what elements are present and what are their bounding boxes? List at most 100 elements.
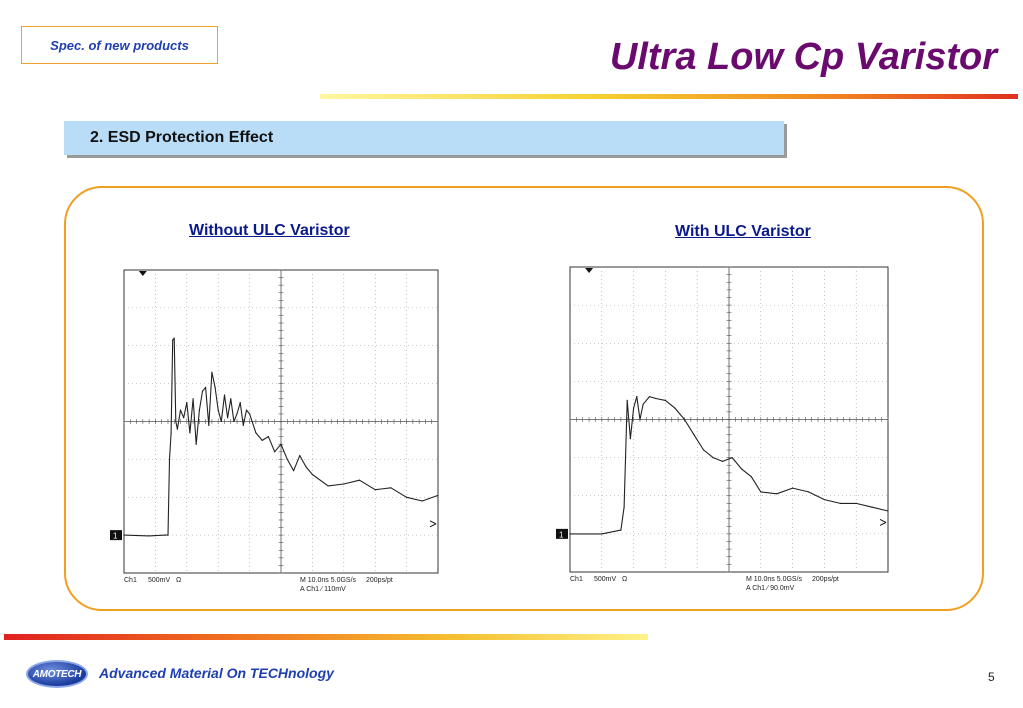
waveform-point <box>741 468 743 470</box>
waveform-point <box>280 443 282 445</box>
waveform-point <box>655 397 657 400</box>
waveform-point <box>179 409 182 411</box>
waveform-point <box>683 418 686 421</box>
waveform-point <box>343 483 345 485</box>
waveform-point <box>173 337 175 339</box>
amotech-logo: AMOTECH <box>26 660 88 688</box>
readout-channel: Ch1 <box>124 577 137 584</box>
waveform-point <box>164 534 166 536</box>
waveform-point <box>172 339 174 341</box>
waveform-point <box>293 470 295 472</box>
waveform-point <box>236 413 238 415</box>
waveform-point <box>664 399 667 401</box>
waveform-point <box>230 398 232 400</box>
waveform-point <box>148 535 150 537</box>
trigger-level-arrow <box>879 518 887 526</box>
waveform-point <box>261 439 263 441</box>
waveform-point <box>633 407 635 409</box>
waveform-point <box>189 432 191 434</box>
waveform-point <box>839 502 841 504</box>
waveform-point <box>807 491 810 493</box>
waveform-point <box>390 487 392 489</box>
waveform-point <box>642 403 644 405</box>
page-number: 5 <box>988 670 995 684</box>
waveform-point <box>274 451 276 453</box>
waveform-point <box>208 424 210 426</box>
waveform-point <box>855 502 857 504</box>
waveform-point <box>242 424 244 426</box>
scope-with-ulc: 1 Ch1 500mV Ω M 10.0ns 5.0GS/s 200ps/pt A Ch1 … <box>556 266 889 592</box>
waveform-point <box>195 443 197 445</box>
footer-gradient-rule <box>4 634 648 640</box>
channel-marker <box>556 528 568 539</box>
comparison-frame <box>64 186 984 611</box>
waveform-point <box>636 396 638 398</box>
waveform-point <box>311 473 313 476</box>
waveform-point <box>437 494 439 496</box>
waveform-point <box>239 402 241 404</box>
waveform-point <box>168 458 171 460</box>
waveform-point <box>176 428 178 430</box>
section-heading-bar: 2. ESD Protection Effect <box>64 121 784 155</box>
waveform-point <box>871 506 873 508</box>
readout-trigger: A Ch1 ∕ 90.0mV <box>746 585 795 592</box>
waveform-point <box>760 491 762 493</box>
readout-timebase: M 10.0ns 5.0GS/s <box>746 576 803 583</box>
waveform-point <box>198 409 200 411</box>
spec-label-box: Spec. of new products <box>21 26 218 64</box>
trigger-level-arrow <box>429 520 437 528</box>
waveform-point <box>217 409 219 411</box>
waveform-point <box>731 457 733 459</box>
waveform-point <box>205 386 207 388</box>
waveform-point <box>214 386 216 388</box>
waveform-point <box>223 394 226 396</box>
waveform-point <box>712 457 714 459</box>
waveform-point <box>327 485 329 487</box>
waveform-point <box>305 466 307 468</box>
waveform-point <box>601 533 603 535</box>
title-underline-gradient <box>320 94 1018 99</box>
waveform-point <box>211 371 213 373</box>
waveform-point <box>358 479 361 481</box>
waveform-point <box>201 390 204 392</box>
channel-marker-label: 1 <box>559 530 564 539</box>
channel-marker <box>110 530 122 541</box>
readout-resolution: 200ps/pt <box>812 576 839 583</box>
readout-resolution: 200ps/pt <box>366 577 393 584</box>
trigger-position-marker <box>585 268 594 273</box>
waveform-point <box>374 489 376 491</box>
waveform-point <box>629 438 632 440</box>
waveform-point <box>167 534 169 536</box>
readout-scale: 500mV <box>148 577 171 584</box>
waveform-point <box>421 500 423 502</box>
readout-channel: Ch1 <box>570 576 583 583</box>
waveform-point <box>887 510 889 512</box>
waveform-point <box>267 436 269 438</box>
waveform-point <box>170 432 172 434</box>
waveform-point <box>620 529 622 531</box>
waveform-point <box>823 499 826 501</box>
section-heading: 2. ESD Protection Effect <box>90 129 274 146</box>
waveform-point <box>186 402 188 404</box>
readout-timebase: M 10.0ns 5.0GS/s <box>300 577 357 584</box>
page-title: Ultra Low Cp Varistor <box>609 36 997 78</box>
waveform-point <box>776 493 778 495</box>
waveform-point <box>674 407 676 409</box>
panel-label-without: Without ULC Varistor <box>189 222 350 239</box>
waveform-point <box>648 396 651 398</box>
waveform-point <box>703 449 705 451</box>
waveform-point <box>220 420 222 423</box>
waveform-point <box>192 398 194 400</box>
spec-label: Spec. of new products <box>50 37 189 53</box>
readout-scale: 500mV <box>594 576 617 583</box>
waveform-point <box>245 409 248 411</box>
waveform-point <box>123 534 125 536</box>
waveform-point <box>626 399 628 401</box>
waveform-point <box>693 434 695 436</box>
waveform-point <box>569 533 571 535</box>
waveform-point <box>792 487 794 489</box>
waveform-point <box>299 455 301 457</box>
waveform-point <box>255 432 257 434</box>
waveform-point <box>722 460 724 462</box>
